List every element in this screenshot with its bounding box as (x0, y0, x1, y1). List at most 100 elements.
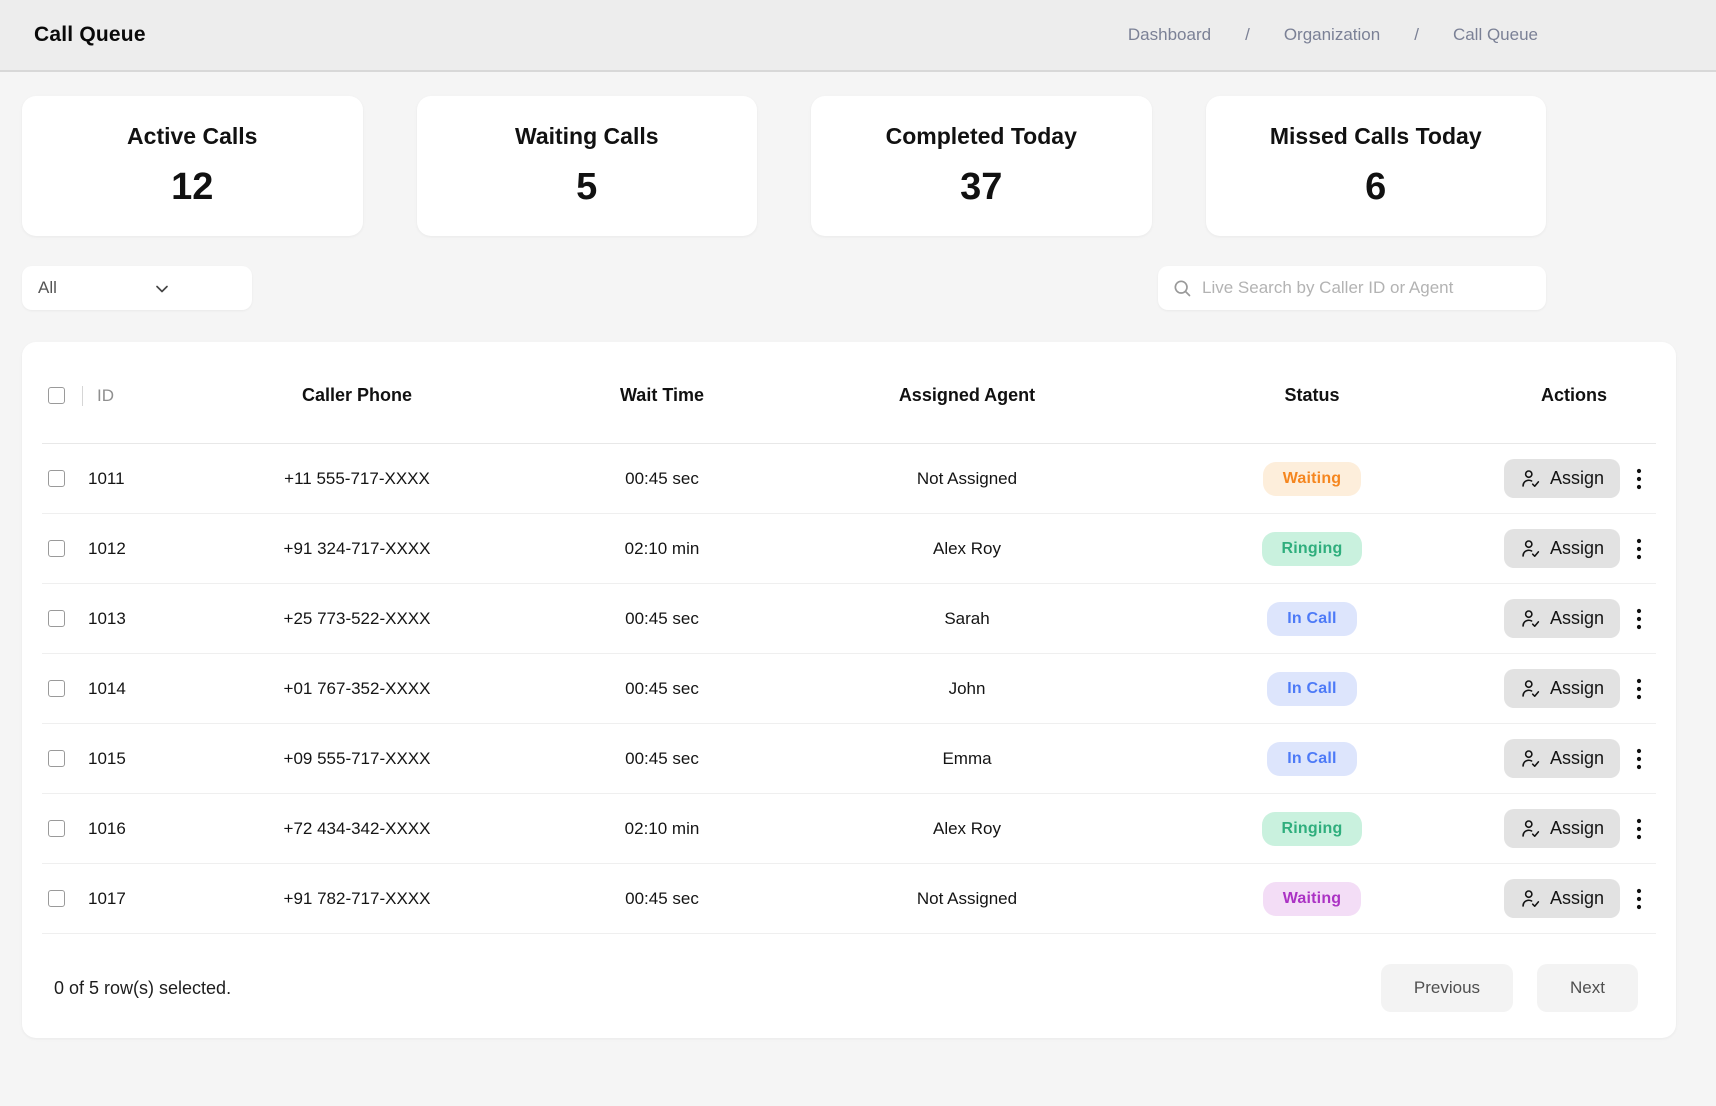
kebab-menu-icon[interactable] (1634, 463, 1644, 495)
breadcrumb-separator: / (1245, 25, 1250, 44)
assign-label: Assign (1549, 468, 1605, 488)
assign-label: Assign (1549, 748, 1605, 768)
row-id: 1014 (88, 678, 126, 698)
row-checkbox[interactable] (48, 750, 65, 767)
row-caller-phone: +91 782-717-XXXX (283, 888, 431, 908)
row-assigned-agent: Not Assigned (916, 888, 1018, 908)
next-button[interactable]: Next (1537, 964, 1638, 1012)
assign-button[interactable]: Assign (1503, 739, 1621, 778)
row-id: 1012 (88, 538, 126, 558)
table-row: 1015 +09 555-717-XXXX 00:45 sec Emma In … (42, 724, 1656, 794)
status-badge: In Call (1267, 671, 1357, 706)
table-row: 1011 +11 555-717-XXXX 00:45 sec Not Assi… (42, 444, 1656, 514)
previous-button[interactable]: Previous (1380, 964, 1514, 1012)
search-icon (1174, 280, 1191, 297)
breadcrumb: Dashboard / Organization / Call Queue (1128, 25, 1682, 45)
table-row: 1017 +91 782-717-XXXX 00:45 sec Not Assi… (42, 864, 1656, 934)
assign-button[interactable]: Assign (1503, 459, 1621, 498)
row-checkbox[interactable] (48, 610, 65, 627)
row-id: 1017 (88, 888, 126, 908)
breadcrumb-call-queue[interactable]: Call Queue (1452, 25, 1538, 44)
status-badge: Waiting (1262, 881, 1362, 916)
chevron-down-icon (156, 285, 168, 293)
stat-label: Active Calls (127, 123, 258, 149)
user-check-icon (1522, 890, 1540, 907)
column-header-actions: Actions (1540, 385, 1607, 405)
selection-status-text: 0 of 5 row(s) selected. (54, 977, 232, 998)
search-box (1158, 266, 1546, 310)
user-check-icon (1522, 820, 1540, 837)
row-assigned-agent: Emma (942, 748, 992, 768)
stat-label: Missed Calls Today (1269, 123, 1482, 149)
row-id: 1015 (88, 748, 126, 768)
column-header-caller-phone: Caller Phone (301, 385, 413, 405)
kebab-menu-icon[interactable] (1634, 883, 1644, 915)
user-check-icon (1522, 680, 1540, 697)
assign-button[interactable]: Assign (1503, 599, 1621, 638)
column-header-status: Status (1284, 385, 1340, 405)
kebab-menu-icon[interactable] (1634, 603, 1644, 635)
stat-value: 12 (171, 166, 214, 208)
row-checkbox[interactable] (48, 820, 65, 837)
header-divider (82, 385, 83, 406)
row-caller-phone: +01 767-352-XXXX (283, 678, 431, 698)
row-wait-time: 00:45 sec (625, 468, 699, 488)
stat-card-completed-today: Completed Today 37 (811, 96, 1152, 236)
stat-label: Completed Today (885, 123, 1077, 149)
stat-card-waiting-calls: Waiting Calls 5 (416, 96, 757, 236)
row-checkbox[interactable] (48, 890, 65, 907)
breadcrumb-dashboard[interactable]: Dashboard (1127, 25, 1212, 44)
row-checkbox[interactable] (48, 680, 65, 697)
row-caller-phone: +11 555-717-XXXX (284, 468, 430, 488)
assign-button[interactable]: Assign (1503, 529, 1621, 568)
status-filter-dropdown[interactable]: All (22, 266, 252, 310)
assign-label: Assign (1549, 678, 1605, 698)
table-row: 1012 +91 324-717-XXXX 02:10 min Alex Roy… (42, 514, 1656, 584)
call-queue-table: ID Caller Phone Wait Time Assigned Agent… (22, 342, 1676, 1038)
status-badge: In Call (1267, 741, 1357, 776)
stat-value: 6 (1365, 166, 1387, 208)
topbar: Call Queue Dashboard / Organization / Ca… (0, 0, 1716, 72)
status-badge: In Call (1267, 601, 1357, 636)
row-wait-time: 02:10 min (624, 538, 700, 558)
row-caller-phone: +25 773-522-XXXX (283, 608, 431, 628)
row-checkbox[interactable] (48, 540, 65, 557)
breadcrumb-organization[interactable]: Organization (1283, 25, 1381, 44)
stat-label: Waiting Calls (514, 123, 659, 149)
kebab-menu-icon[interactable] (1634, 743, 1644, 775)
table-row: 1016 +72 434-342-XXXX 02:10 min Alex Roy… (42, 794, 1656, 864)
user-check-icon (1522, 610, 1540, 627)
kebab-menu-icon[interactable] (1634, 673, 1644, 705)
status-badge: Ringing (1261, 811, 1363, 846)
kebab-menu-icon[interactable] (1634, 533, 1644, 565)
breadcrumb-separator: / (1414, 25, 1419, 44)
stat-value: 37 (960, 166, 1003, 208)
kebab-menu-icon[interactable] (1634, 813, 1644, 845)
row-id: 1013 (88, 608, 126, 628)
pagination: Previous Next (1380, 964, 1644, 1012)
assign-button[interactable]: Assign (1503, 809, 1621, 848)
row-id: 1016 (88, 818, 126, 838)
filter-row: All (22, 266, 1546, 310)
row-assigned-agent: Alex Roy (932, 538, 1002, 558)
row-wait-time: 00:45 sec (625, 608, 699, 628)
row-checkbox[interactable] (48, 470, 65, 487)
row-wait-time: 00:45 sec (625, 748, 699, 768)
row-assigned-agent: Not Assigned (916, 468, 1018, 488)
page-title: Call Queue (34, 23, 146, 46)
row-wait-time: 02:10 min (624, 818, 700, 838)
table-row: 1014 +01 767-352-XXXX 00:45 sec John In … (42, 654, 1656, 724)
assign-label: Assign (1549, 608, 1605, 628)
table-row: 1013 +25 773-522-XXXX 00:45 sec Sarah In… (42, 584, 1656, 654)
row-wait-time: 00:45 sec (625, 888, 699, 908)
select-all-checkbox[interactable] (48, 387, 65, 404)
stat-value: 5 (576, 166, 598, 208)
assign-button[interactable]: Assign (1503, 669, 1621, 708)
stat-card-active-calls: Active Calls 12 (22, 96, 363, 236)
search-input[interactable] (1202, 278, 1532, 298)
row-wait-time: 00:45 sec (625, 678, 699, 698)
assign-button[interactable]: Assign (1503, 879, 1621, 918)
user-check-icon (1522, 540, 1540, 557)
row-assigned-agent: Alex Roy (932, 818, 1002, 838)
row-id: 1011 (88, 468, 125, 488)
